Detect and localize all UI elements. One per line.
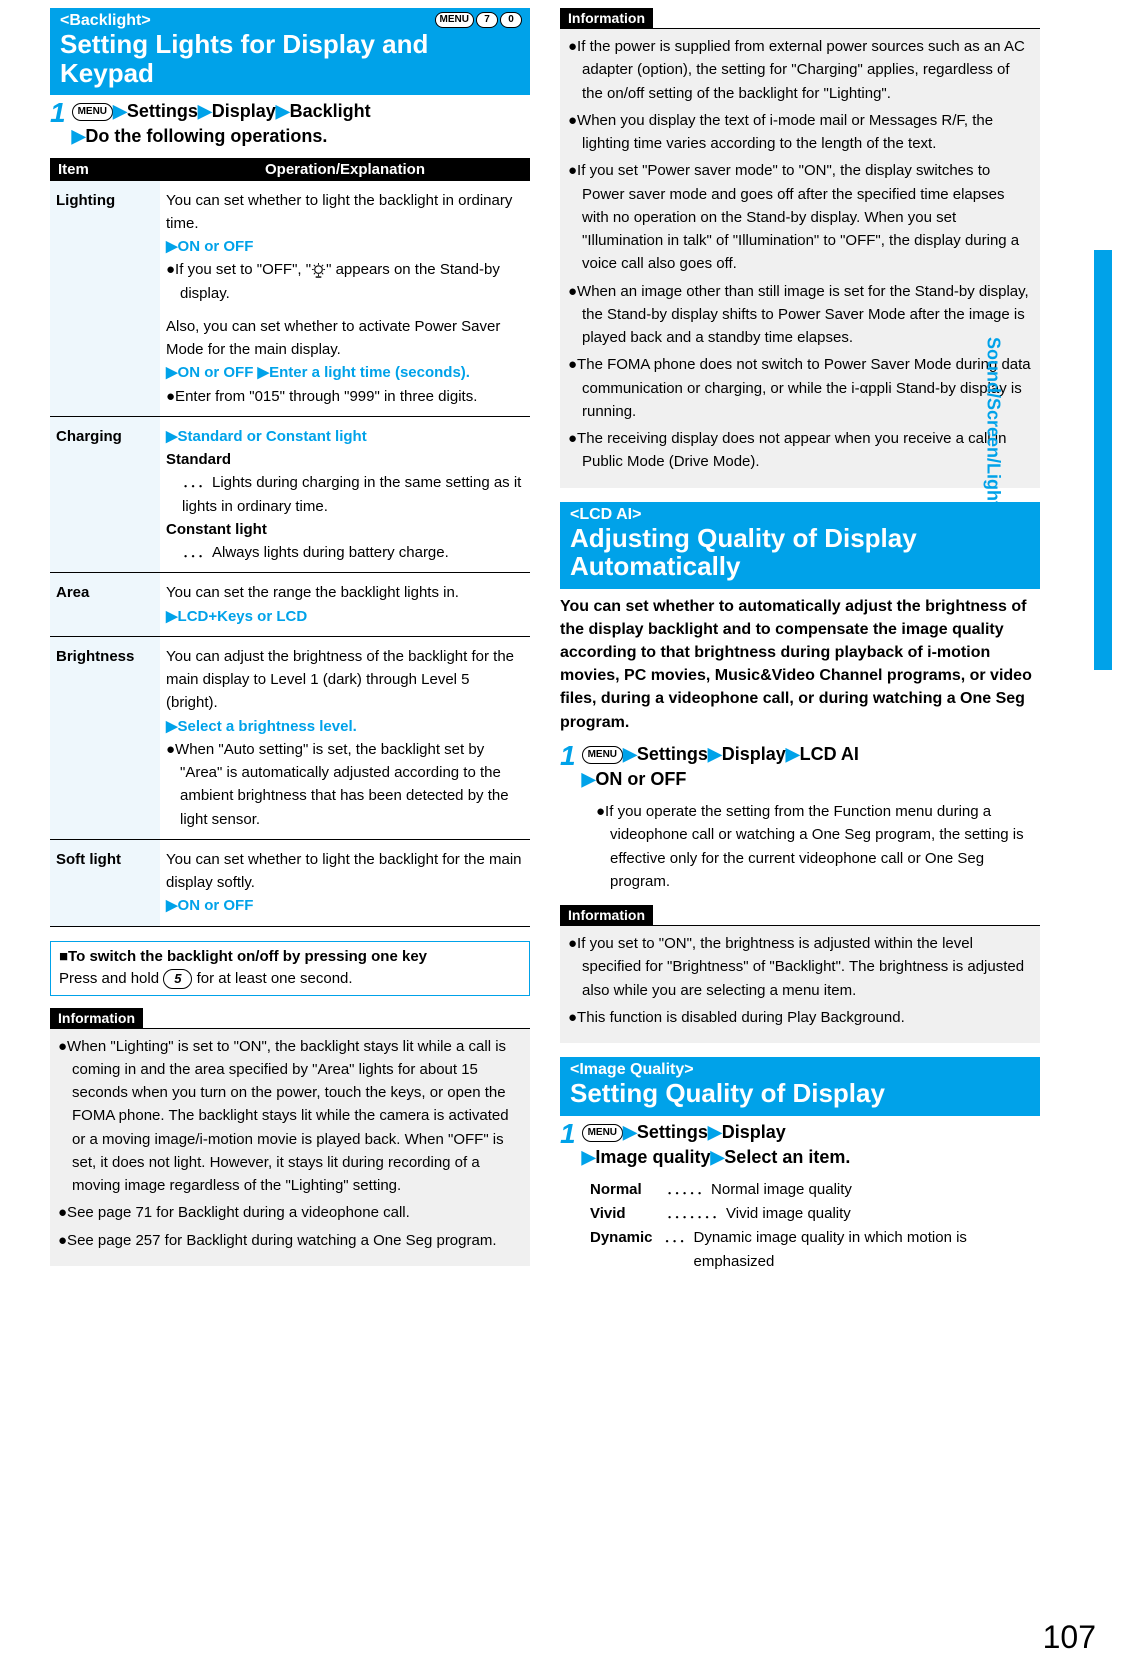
menu-key-icon: MENU — [582, 1124, 623, 1142]
info-item: ●If you set to "ON", the brightness is a… — [568, 932, 1032, 1002]
row-brightness-desc: You can adjust the brightness of the bac… — [160, 636, 530, 839]
step-1: 1 MENU▶Settings▶Display▶Backlight ▶Do th… — [50, 99, 530, 149]
right-column: Information ●If the power is supplied fr… — [560, 8, 1040, 1274]
info-item: ●The FOMA phone does not switch to Power… — [568, 353, 1032, 423]
row-area-desc: You can set the range the backlight ligh… — [160, 573, 530, 637]
lcd-ai-note: ●If you operate the setting from the Fun… — [560, 800, 1040, 893]
nav-settings: Settings — [127, 101, 198, 121]
info-item: ●The receiving display does not appear w… — [568, 427, 1032, 474]
info-item: ●When an image other than still image is… — [568, 280, 1032, 350]
option-on-off: ON or OFF — [595, 769, 686, 789]
section-title: Adjusting Quality of Display Automatical… — [570, 524, 1030, 581]
section-image-quality-header: <Image Quality> Setting Quality of Displ… — [560, 1057, 1040, 1116]
information-label: Information — [560, 905, 653, 925]
lcd-ai-intro: You can set whether to automatically adj… — [560, 595, 1040, 734]
menu-key-icon: MENU — [582, 746, 623, 764]
step-number: 1 — [50, 99, 66, 127]
menu-key-icon: MENU — [435, 12, 474, 28]
step-instruction: Do the following operations. — [85, 126, 327, 146]
section-title: Setting Quality of Display — [570, 1079, 1030, 1108]
option-dynamic: Dynamic ．．．Dynamic image quality in whic… — [590, 1226, 1040, 1274]
row-lighting-desc: You can set whether to light the backlig… — [160, 181, 530, 417]
left-column: MENU 7 0 <Backlight> Setting Lights for … — [50, 8, 530, 1274]
nav-image-quality: Image quality — [595, 1147, 710, 1167]
info-item: ●See page 257 for Backlight during watch… — [58, 1229, 522, 1252]
info-item: ●If you set "Power saver mode" to "ON", … — [568, 159, 1032, 275]
backlight-settings-table: Item Operation/Explanation Lighting You … — [50, 158, 530, 927]
menu-key-icon: MENU — [72, 103, 113, 121]
side-tab: Sound/Screen/Light Settings — [1090, 250, 1112, 670]
info-item: ●When "Lighting" is set to "ON", the bac… — [58, 1035, 522, 1198]
key-7-icon: 7 — [476, 12, 498, 28]
menu-key-sequence: MENU 7 0 — [435, 12, 522, 28]
step-1-image-quality: 1 MENU▶Settings▶Display ▶Image quality▶S… — [560, 1120, 1040, 1170]
nav-lcd-ai: LCD AI — [800, 744, 859, 764]
information-block-2: Information ●If the power is supplied fr… — [560, 8, 1040, 488]
info-item: ●When you display the text of i-mode mai… — [568, 109, 1032, 156]
row-charging: Charging — [50, 416, 160, 573]
nav-select-item: Select an item. — [724, 1147, 850, 1167]
section-tag: <LCD AI> — [570, 506, 1030, 524]
nav-display: Display — [722, 1122, 786, 1142]
option-normal: Normal．．．．．Normal image quality — [590, 1178, 1040, 1202]
row-soft-light: Soft light — [50, 839, 160, 926]
col-operation: Operation/Explanation — [160, 158, 530, 181]
key-5-icon: 5 — [163, 969, 192, 989]
step-number: 1 — [560, 742, 576, 770]
info-item: ●This function is disabled during Play B… — [568, 1006, 1032, 1029]
information-block-1: Information ●When "Lighting" is set to "… — [50, 1008, 530, 1266]
step-number: 1 — [560, 1120, 576, 1148]
row-soft-light-desc: You can set whether to light the backlig… — [160, 839, 530, 926]
option-vivid: Vivid．．．．．．．Vivid image quality — [590, 1202, 1040, 1226]
section-backlight-header: MENU 7 0 <Backlight> Setting Lights for … — [50, 8, 530, 95]
nav-display: Display — [722, 744, 786, 764]
step-1-lcd-ai: 1 MENU▶Settings▶Display▶LCD AI ▶ON or OF… — [560, 742, 1040, 792]
section-lcd-ai-header: <LCD AI> Adjusting Quality of Display Au… — [560, 502, 1040, 589]
image-quality-options: Normal．．．．．Normal image quality Vivid．．．… — [590, 1178, 1040, 1274]
nav-settings: Settings — [637, 1122, 708, 1142]
information-label: Information — [50, 1008, 143, 1028]
nav-settings: Settings — [637, 744, 708, 764]
row-area: Area — [50, 573, 160, 637]
key-0-icon: 0 — [500, 12, 522, 28]
nav-display: Display — [212, 101, 276, 121]
information-label: Information — [560, 8, 653, 28]
section-tag: <Image Quality> — [570, 1061, 1030, 1079]
section-title: Setting Lights for Display and Keypad — [60, 30, 520, 87]
page-number: 107 — [1043, 1619, 1096, 1656]
info-item: ●See page 71 for Backlight during a vide… — [58, 1201, 522, 1224]
side-tab-label: Sound/Screen/Light Settings — [982, 337, 1003, 583]
row-charging-desc: ▶Standard or Constant light Standard ．．．… — [160, 416, 530, 573]
switch-backlight-tip: ■To switch the backlight on/off by press… — [50, 941, 530, 996]
information-block-3: Information ●If you set to "ON", the bri… — [560, 905, 1040, 1043]
info-item: ●If the power is supplied from external … — [568, 35, 1032, 105]
col-item: Item — [50, 158, 160, 181]
nav-backlight: Backlight — [290, 101, 371, 121]
backlight-off-icon — [311, 263, 326, 278]
row-brightness: Brightness — [50, 636, 160, 839]
row-lighting: Lighting — [50, 181, 160, 417]
